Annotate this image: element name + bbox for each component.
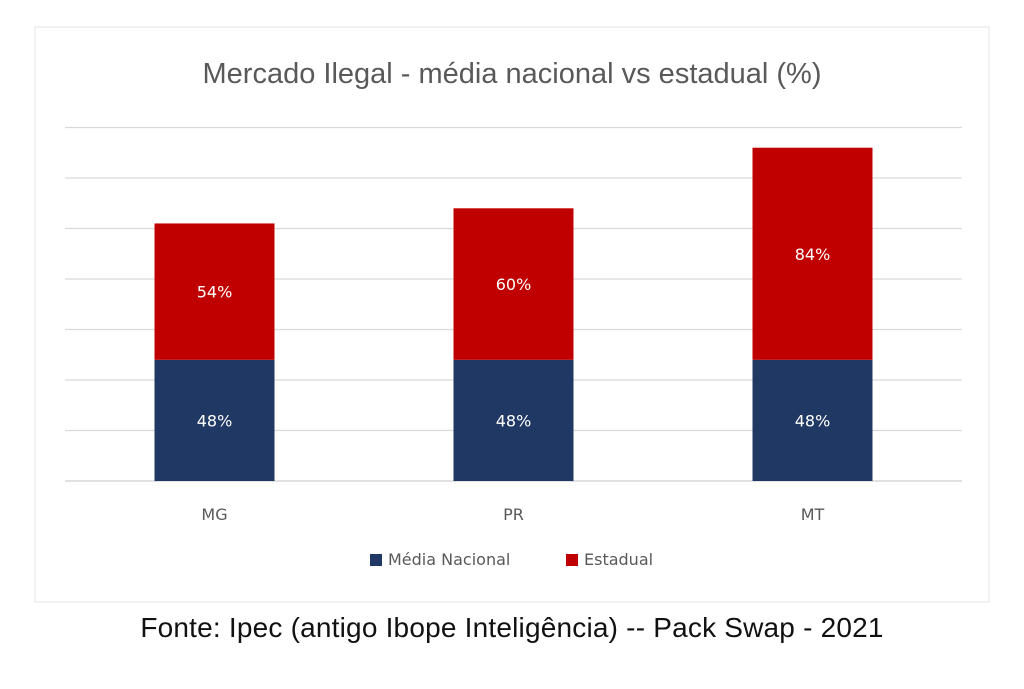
bar-mg-estadual (154, 223, 275, 360)
stacked-bar-chart: Mercado Ilegal - média nacional vs estad… (34, 26, 990, 603)
data-label-pr-nacional: 48% (496, 411, 532, 430)
data-label-mt-estadual: 84% (795, 245, 831, 264)
legend-swatch-estadual (566, 554, 578, 566)
x-tick-mt: MT (801, 505, 825, 524)
legend: Média Nacional Estadual (370, 550, 653, 569)
bar-mt-nacional (752, 359, 873, 481)
bars: 48% 54% 48% 60% 48% 84% (154, 147, 873, 481)
bar-mg-nacional (154, 359, 275, 481)
data-label-mg-estadual: 54% (197, 283, 233, 302)
legend-label-estadual: Estadual (584, 550, 653, 569)
x-tick-mg: MG (201, 505, 227, 524)
x-axis-ticks: MG PR MT (201, 505, 824, 524)
chart-title: Mercado Ilegal - média nacional vs estad… (203, 58, 822, 90)
data-label-pr-estadual: 60% (496, 275, 532, 294)
x-tick-pr: PR (503, 505, 524, 524)
bar-pr-nacional (453, 359, 574, 481)
bar-pr-estadual (453, 208, 574, 360)
data-label-mt-nacional: 48% (795, 411, 831, 430)
bar-mt-estadual (752, 147, 873, 360)
data-label-mg-nacional: 48% (197, 411, 233, 430)
source-caption: Fonte: Ipec (antigo Ibope Inteligência) … (140, 612, 884, 643)
legend-label-nacional: Média Nacional (388, 550, 510, 569)
legend-swatch-nacional (370, 554, 382, 566)
